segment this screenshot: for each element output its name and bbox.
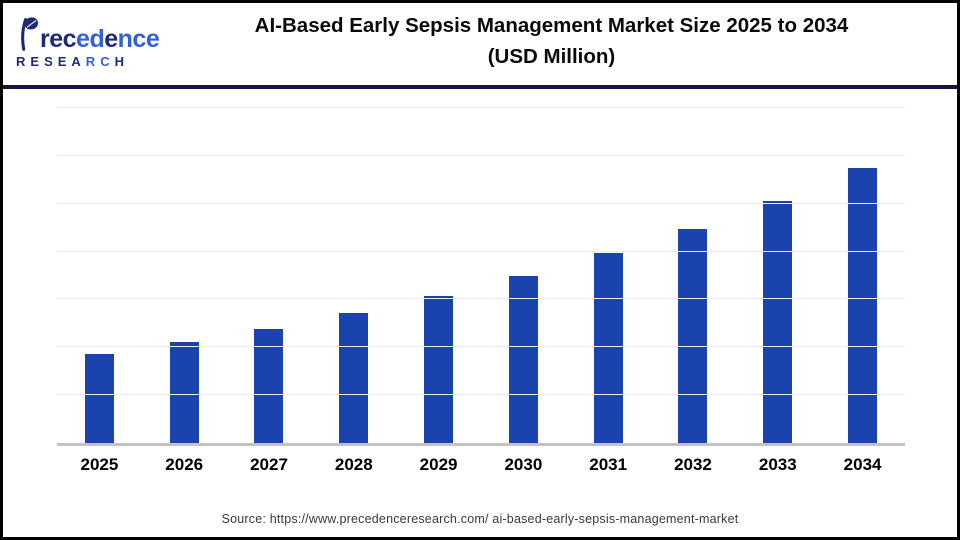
- chart-title-line2: (USD Million): [487, 45, 616, 68]
- x-axis-label: 2032: [674, 455, 712, 474]
- bar-slot: [142, 98, 227, 443]
- x-axis-label: 2034: [843, 455, 882, 474]
- bar-slot: [311, 98, 396, 443]
- gridline: [57, 251, 905, 252]
- header-separator: [3, 85, 957, 89]
- bar-slot: [396, 98, 481, 443]
- header: recedence RESEARCH AI-Based Early Sepsis…: [3, 3, 957, 85]
- bar-slot: [820, 98, 905, 443]
- x-axis-label: 2026: [165, 455, 204, 474]
- bar-2027: [254, 329, 284, 443]
- x-axis-label: 2030: [504, 455, 543, 474]
- x-axis-label: 2028: [334, 455, 373, 474]
- bar-2030: [508, 276, 538, 443]
- source-line: Source: https://www.precedenceresearch.c…: [221, 512, 739, 526]
- chart-title: AI-Based Early Sepsis Management Market …: [150, 10, 953, 72]
- bar-2026: [169, 342, 199, 443]
- x-axis-labels: 2025 2026 2027 2028 2029 2030 2031 2032 2033 2034: [57, 455, 905, 475]
- leaf-p-icon: [21, 17, 39, 51]
- bars-row: [57, 98, 905, 443]
- x-axis-label: 2027: [250, 455, 288, 474]
- bar-2025: [84, 354, 114, 443]
- gridline: [57, 203, 905, 204]
- bar-2029: [424, 296, 454, 443]
- logo-sub-letters: RESEARCH: [16, 54, 129, 69]
- logo-word: recedence: [16, 10, 166, 52]
- bar-slot: [57, 98, 142, 443]
- x-axis-label: 2025: [80, 455, 119, 474]
- bar-2033: [763, 201, 793, 443]
- bar-2028: [339, 313, 369, 443]
- bar-2031: [593, 253, 623, 443]
- logo-word-letters: recedence: [40, 25, 160, 53]
- bar-2032: [678, 229, 708, 443]
- bar-slot: [481, 98, 566, 443]
- gridline: [57, 394, 905, 395]
- bar-slot: [227, 98, 312, 443]
- gridline: [57, 346, 905, 347]
- bar-slot: [566, 98, 651, 443]
- chart-title-line1: AI-Based Early Sepsis Management Market …: [254, 14, 849, 37]
- gridline: [57, 155, 905, 156]
- bar-2034: [848, 168, 878, 443]
- gridline: [57, 107, 905, 108]
- bar-slot: [735, 98, 820, 443]
- x-axis-label: 2029: [419, 455, 458, 474]
- precedence-research-logo: recedence RESEARCH: [16, 10, 166, 68]
- plot-area: [57, 98, 905, 446]
- x-axis-label: 2033: [758, 455, 797, 474]
- gridline: [57, 298, 905, 299]
- bar-slot: [651, 98, 736, 443]
- x-axis-label: 2031: [589, 455, 628, 474]
